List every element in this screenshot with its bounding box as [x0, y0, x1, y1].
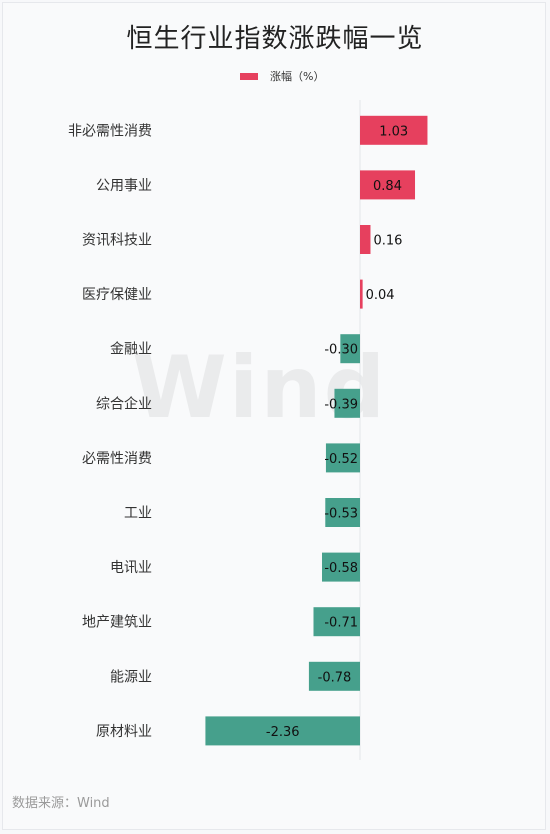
category-label: 地产建筑业 — [82, 615, 152, 631]
value-label: -0.78 — [318, 670, 352, 685]
category-label: 电讯业 — [110, 560, 152, 576]
value-label: -0.53 — [324, 507, 358, 522]
legend-swatch — [240, 72, 258, 80]
category-label: 原材料业 — [96, 724, 152, 740]
legend-label: 涨幅（%） — [270, 70, 325, 83]
value-label: 1.03 — [379, 124, 408, 139]
chart-title: 恒生行业指数涨跌幅一览 — [126, 24, 424, 54]
bar — [340, 334, 360, 364]
bar — [360, 225, 371, 254]
bar — [360, 170, 416, 200]
value-label: -0.39 — [324, 397, 358, 412]
category-label: 必需性消费 — [82, 451, 152, 467]
value-label: -0.52 — [324, 452, 358, 467]
legend: 涨幅（%） — [240, 68, 324, 84]
source-note: 数据来源：Wind — [12, 796, 110, 811]
value-label: 0.16 — [373, 234, 402, 249]
category-label: 公用事业 — [96, 178, 152, 194]
category-label: 能源业 — [110, 669, 152, 685]
bar — [308, 661, 360, 691]
value-label: -0.30 — [324, 343, 358, 358]
category-label: 非必需性消费 — [68, 123, 152, 139]
value-label: -0.58 — [324, 561, 358, 576]
value-label: 0.04 — [366, 288, 395, 303]
bar — [322, 552, 360, 582]
category-label: 综合企业 — [96, 395, 152, 412]
bar — [325, 498, 360, 527]
value-label: -2.36 — [266, 725, 300, 740]
value-label: 0.84 — [373, 179, 402, 194]
bar — [325, 443, 360, 473]
bar — [360, 279, 363, 309]
bar — [313, 607, 360, 637]
category-label: 金融业 — [110, 342, 152, 358]
bar — [360, 115, 428, 145]
bar — [205, 716, 360, 746]
category-label: 工业 — [124, 506, 152, 522]
value-label: -0.71 — [324, 616, 358, 631]
category-label: 资讯科技业 — [82, 233, 152, 249]
category-label: 医疗保健业 — [82, 287, 152, 303]
bar — [334, 388, 360, 418]
